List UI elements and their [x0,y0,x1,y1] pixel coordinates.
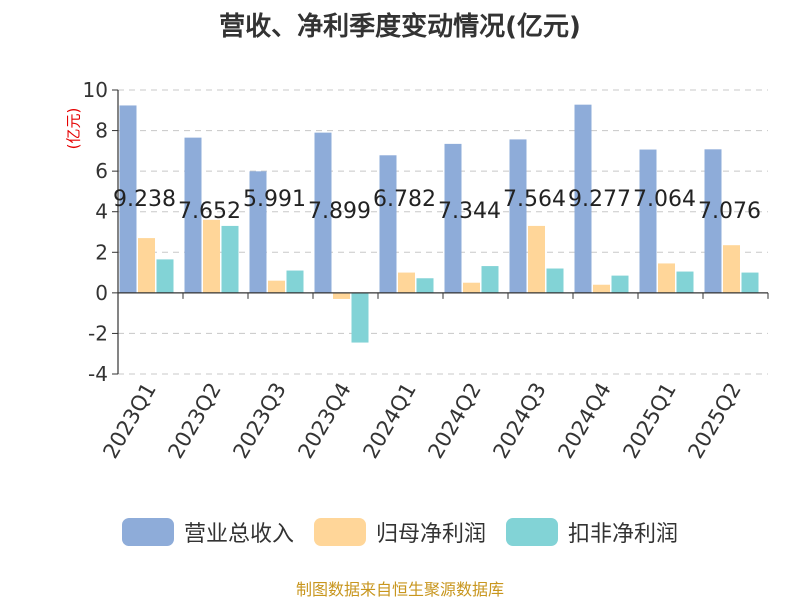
bar-net-profit [203,219,220,293]
data-label-revenue: 7.344 [438,199,501,224]
bar-deducted-net-profit [416,278,434,293]
data-label-revenue: 7.064 [633,187,696,212]
x-tick-label: 2024Q1 [358,379,420,463]
x-tick-label: 2023Q4 [293,379,355,463]
data-source-note: 制图数据来自恒生聚源数据库 [295,580,504,599]
bar-revenue [704,149,722,293]
legend-item-revenue[interactable]: 营业总收入 [121,516,294,548]
y-tick-label: 4 [95,200,108,224]
legend-label-revenue: 营业总收入 [183,522,294,547]
legend: 营业总收入 归母净利润 扣非净利润 [0,516,800,548]
chart-title: 营收、净利季度变动情况(亿元) [219,12,581,42]
data-label-revenue: 9.277 [568,187,631,212]
data-label-revenue: 7.652 [178,199,241,224]
x-tick-label: 2024Q2 [423,379,485,463]
y-tick-label: 8 [95,119,108,143]
bar-revenue [379,155,397,293]
bar-net-profit [333,292,350,299]
legend-item-net-profit[interactable]: 归母净利润 [313,516,486,548]
bar-deducted-net-profit [481,266,499,293]
y-tick-label: -4 [88,362,108,386]
bar-net-profit [138,238,155,293]
bar-revenue [574,104,592,293]
bar-revenue [444,143,462,293]
bar-revenue [314,132,332,293]
data-label-revenue: 6.782 [373,187,436,212]
bar-deducted-net-profit [286,270,304,293]
bar-deducted-net-profit [676,271,694,293]
bar-revenue [639,149,657,293]
data-label-revenue: 7.564 [503,187,566,212]
x-tick-label: 2024Q4 [553,379,615,463]
y-tick-label: 6 [95,159,108,183]
bar-net-profit [658,263,675,293]
bar-deducted-net-profit [546,268,564,293]
legend-label-net-profit: 归母净利润 [375,522,486,547]
x-tick-label: 2023Q2 [163,379,225,463]
bar-net-profit [593,284,610,293]
y-tick-label: 10 [83,78,108,102]
bar-deducted-net-profit [221,225,239,293]
x-tick-label: 2024Q3 [488,379,550,463]
x-tick-label: 2025Q1 [618,379,680,463]
bar-net-profit [463,282,480,293]
bar-deducted-net-profit [156,259,174,293]
y-tick-label: -2 [88,321,108,345]
legend-swatch-deducted-net-profit [506,518,558,546]
legend-swatch-net-profit [313,518,366,546]
legend-item-deducted-net-profit[interactable]: 扣非净利润 [506,516,678,548]
legend-label-deducted-net-profit: 扣非净利润 [568,522,679,547]
x-tick-label: 2025Q2 [683,379,745,463]
y-tick-label: 0 [95,281,108,305]
data-label-revenue: 9.238 [113,187,176,212]
bar-net-profit [528,225,545,293]
data-label-revenue: 5.991 [243,187,306,212]
data-label-revenue: 7.076 [698,199,761,224]
bar-deducted-net-profit [611,275,629,293]
x-tick-label: 2023Q3 [228,379,290,463]
bar-revenue [184,137,202,293]
bar-revenue [509,139,527,293]
bar-net-profit [268,280,285,293]
bar-deducted-net-profit [741,272,759,293]
legend-swatch-revenue [121,518,174,546]
bar-deducted-net-profit [351,292,369,343]
y-tick-label: 2 [95,240,108,264]
data-label-revenue: 7.899 [308,199,371,224]
bar-net-profit [398,272,415,293]
bar-net-profit [723,245,740,293]
x-tick-label: 2023Q1 [98,379,160,463]
bar-revenue [119,105,137,293]
bar-revenue [249,171,267,293]
